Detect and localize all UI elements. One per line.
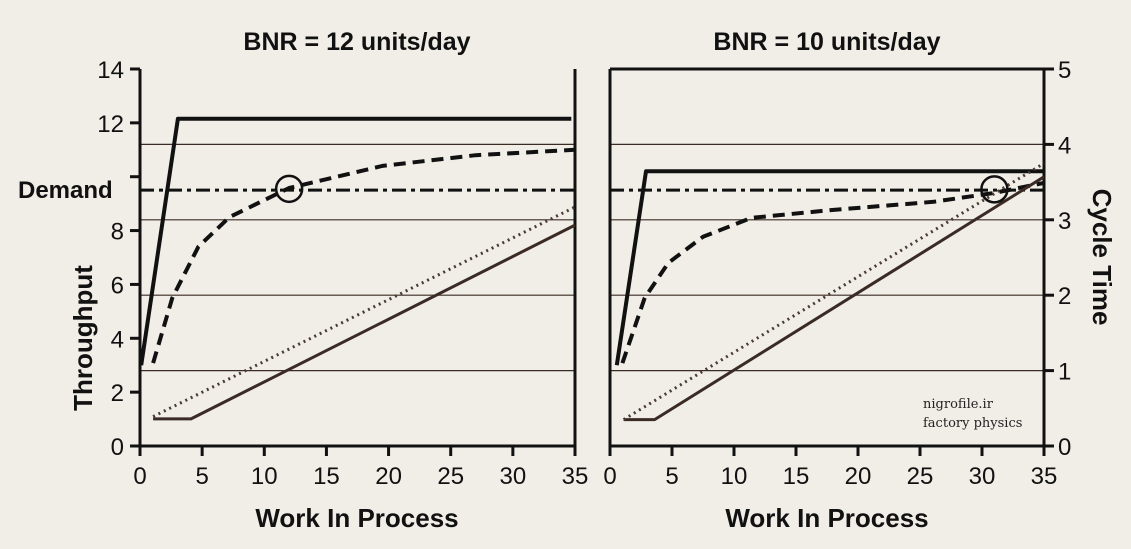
y2-axis-label-cycle-time: Cycle Time <box>1087 189 1117 326</box>
x-tick-label: 35 <box>1031 463 1058 490</box>
x-tick-label: 20 <box>375 463 402 490</box>
operating-point-circle <box>980 175 1009 204</box>
x-tick-label: 15 <box>783 463 810 490</box>
left-chart-title: BNR = 12 units/day <box>243 28 470 56</box>
series-best-case-throughput <box>614 169 1044 366</box>
left-chart: 0 5 10 15 20 25 30 35 0 2 4 6 8 12 14 <box>97 57 588 490</box>
y-tick-label: 12 <box>97 111 124 138</box>
x-tick-label: 10 <box>251 463 278 490</box>
right-x-axis-label: Work In Process <box>725 503 928 533</box>
series-practical-worst-case-throughput <box>620 180 1045 364</box>
left-x-axis-label: Work In Process <box>255 503 458 533</box>
series-practical-worst-case-throughput <box>151 147 576 364</box>
y2-tick-label: 3 <box>1058 208 1071 235</box>
operating-point-circle <box>274 174 304 204</box>
y2-tick-label: 5 <box>1058 57 1071 84</box>
y2-tick-label: 4 <box>1058 132 1071 159</box>
x-tick-label: 25 <box>437 463 464 490</box>
y-axis-label-throughput: Throughput <box>68 265 98 411</box>
y-tick-label: 4 <box>111 326 124 353</box>
x-tick-label: 15 <box>313 463 340 490</box>
x-tick-label: 20 <box>845 463 872 490</box>
series-practical-worst-case-cycle-time <box>152 205 576 418</box>
series-practical-worst-case-cycle-time <box>622 162 1045 421</box>
x-tick-label: 30 <box>969 463 996 490</box>
series-best-case-cycle-time <box>153 223 576 421</box>
x-tick-label: 25 <box>907 463 934 490</box>
y-tick-label: 0 <box>111 434 124 461</box>
series-best-case-throughput <box>139 116 572 366</box>
watermark-line-2: factory physics <box>923 416 1022 431</box>
y-tick-label: 8 <box>111 219 124 246</box>
series-best-case-cycle-time <box>623 175 1045 422</box>
y2-tick-label: 0 <box>1058 434 1071 461</box>
watermark-line-1: nigrofile.ir <box>923 397 994 412</box>
y2-tick-label: 1 <box>1058 359 1071 386</box>
y-tick-label: 2 <box>111 380 124 407</box>
x-tick-label: 10 <box>721 463 748 490</box>
x-tick-label: 35 <box>562 463 589 490</box>
x-tick-label: 5 <box>665 463 678 490</box>
y-tick-label: 14 <box>97 57 124 84</box>
y2-tick-label: 2 <box>1058 283 1071 310</box>
demand-label: Demand <box>18 177 113 204</box>
x-tick-label: 5 <box>195 463 208 490</box>
x-tick-label: 30 <box>500 463 527 490</box>
right-chart-title: BNR = 10 units/day <box>713 28 940 56</box>
y-tick-label: 6 <box>111 272 124 299</box>
x-tick-label: 0 <box>133 463 146 490</box>
x-tick-label: 0 <box>603 463 616 490</box>
